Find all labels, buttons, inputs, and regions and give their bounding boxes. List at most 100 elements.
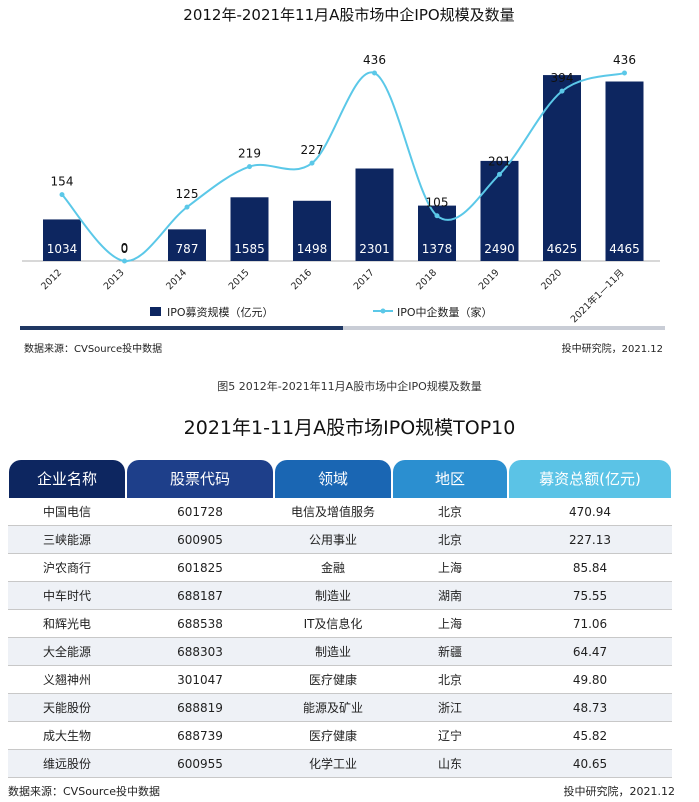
cell-company: 天能股份 [8,694,126,722]
x-tick-label: 2015 [227,267,252,292]
line-value-label: 0 [121,241,129,255]
line-point [122,258,127,264]
cell-amount: 64.47 [508,638,672,666]
x-tick-label: 2016 [289,267,314,292]
cell-region: 辽宁 [392,722,508,750]
header-field: 领域 [274,460,392,498]
line-value-label: 394 [551,71,574,85]
chart-title: 2012年-2021年11月A股市场中企IPO规模及数量 [183,6,514,24]
line-point [309,160,315,166]
header-region-label: 地区 [393,460,507,498]
line-value-label: 227 [301,143,324,157]
header-company: 企业名称 [8,460,126,498]
line-point [559,88,565,94]
bar-2021年1—11月 [605,81,644,261]
line-point [372,70,377,76]
cell-region: 北京 [392,526,508,554]
cell-region: 新疆 [392,638,508,666]
legend-bar-label: IPO募资规模（亿元） [167,305,274,319]
line-point [59,192,65,198]
figure-caption: 图5 2012年-2021年11月A股市场中企IPO规模及数量 [217,380,482,393]
header-code: 股票代码 [126,460,274,498]
cell-company: 和辉光电 [8,610,126,638]
bar-value-label: 0 [121,242,129,256]
cell-amount: 48.73 [508,694,672,722]
legend-bar-swatch [150,307,161,316]
bar-value-label: 1034 [47,242,78,256]
x-tick-label: 2021年1—11月 [568,267,627,326]
line-value-label: 436 [613,53,636,67]
cell-region: 上海 [392,554,508,582]
bar-value-label: 1498 [297,242,328,256]
bar-value-label: 2490 [484,242,515,256]
cell-company: 中国电信 [8,498,126,526]
cell-field: 金融 [274,554,392,582]
line-value-label: 125 [176,187,199,201]
line-value-label: 105 [426,196,449,210]
cell-code: 688819 [126,694,274,722]
cell-code: 688739 [126,722,274,750]
cell-amount: 45.82 [508,722,672,750]
x-tick-label: 2018 [414,267,439,292]
cell-field: 化学工业 [274,750,392,778]
cell-company: 成大生物 [8,722,126,750]
cell-region: 山东 [392,750,508,778]
cell-code: 600905 [126,526,274,554]
cell-code: 688187 [126,582,274,610]
cell-field: IT及信息化 [274,610,392,638]
line-point [622,70,627,76]
x-tick-label: 2019 [477,267,502,292]
divider-bar-light [343,326,665,330]
x-tick-label: 2020 [539,267,564,292]
line-point [434,213,440,219]
header-field-label: 领域 [275,460,391,498]
x-tick-label: 2013 [102,267,127,292]
bar-2015 [230,197,269,261]
table-row: 大全能源 688303 制造业 新疆 64.47 [8,638,672,666]
cell-amount: 227.13 [508,526,672,554]
line-value-label: 219 [238,147,261,161]
top10-table: 企业名称 股票代码 领域 地区 募资总额(亿元) 中国电信 601728 电信及增值… [8,460,672,778]
line-value-label: 436 [363,53,386,67]
cell-company: 三峡能源 [8,526,126,554]
cell-region: 北京 [392,666,508,694]
bar-2012 [43,219,81,261]
chart-source-right: 投中研究院，2021.12 [561,344,663,355]
cell-field: 公用事业 [274,526,392,554]
legend-line-label: IPO中企数量（家） [397,305,493,319]
cell-code: 688303 [126,638,274,666]
line-point [184,204,190,210]
cell-company: 义翘神州 [8,666,126,694]
table-row: 沪农商行 601825 金融 上海 85.84 [8,554,672,582]
table-row: 中车时代 688187 制造业 湖南 75.55 [8,582,672,610]
header-amount: 募资总额(亿元) [508,460,672,498]
x-tick-label: 2012 [39,267,64,292]
cell-amount: 85.84 [508,554,672,582]
table-row: 和辉光电 688538 IT及信息化 上海 71.06 [8,610,672,638]
cell-code: 601728 [126,498,274,526]
bar-2014 [168,229,206,261]
table-source-right: 投中研究院，2021.12 [563,785,676,798]
cell-company: 中车时代 [8,582,126,610]
table-row: 维远股份 600955 化学工业 山东 40.65 [8,750,672,778]
cell-field: 医疗健康 [274,722,392,750]
cell-region: 湖南 [392,582,508,610]
table-row: 三峡能源 600905 公用事业 北京 227.13 [8,526,672,554]
bar-2020 [543,75,581,261]
cell-amount: 71.06 [508,610,672,638]
header-code-label: 股票代码 [127,460,273,498]
bar-value-label: 1585 [234,242,265,256]
bar-2019 [480,160,519,261]
cell-field: 制造业 [274,582,392,610]
cell-amount: 470.94 [508,498,672,526]
cell-region: 北京 [392,498,508,526]
cell-amount: 75.55 [508,582,672,610]
bar-2016 [293,200,331,261]
table-title: 2021年1-11月A股市场IPO规模TOP10 [183,417,516,439]
cell-field: 能源及矿业 [274,694,392,722]
table-row: 成大生物 688739 医疗健康 辽宁 45.82 [8,722,672,750]
table-header-row: 企业名称 股票代码 领域 地区 募资总额(亿元) [8,460,672,498]
cell-amount: 49.80 [508,666,672,694]
header-region: 地区 [392,460,508,498]
